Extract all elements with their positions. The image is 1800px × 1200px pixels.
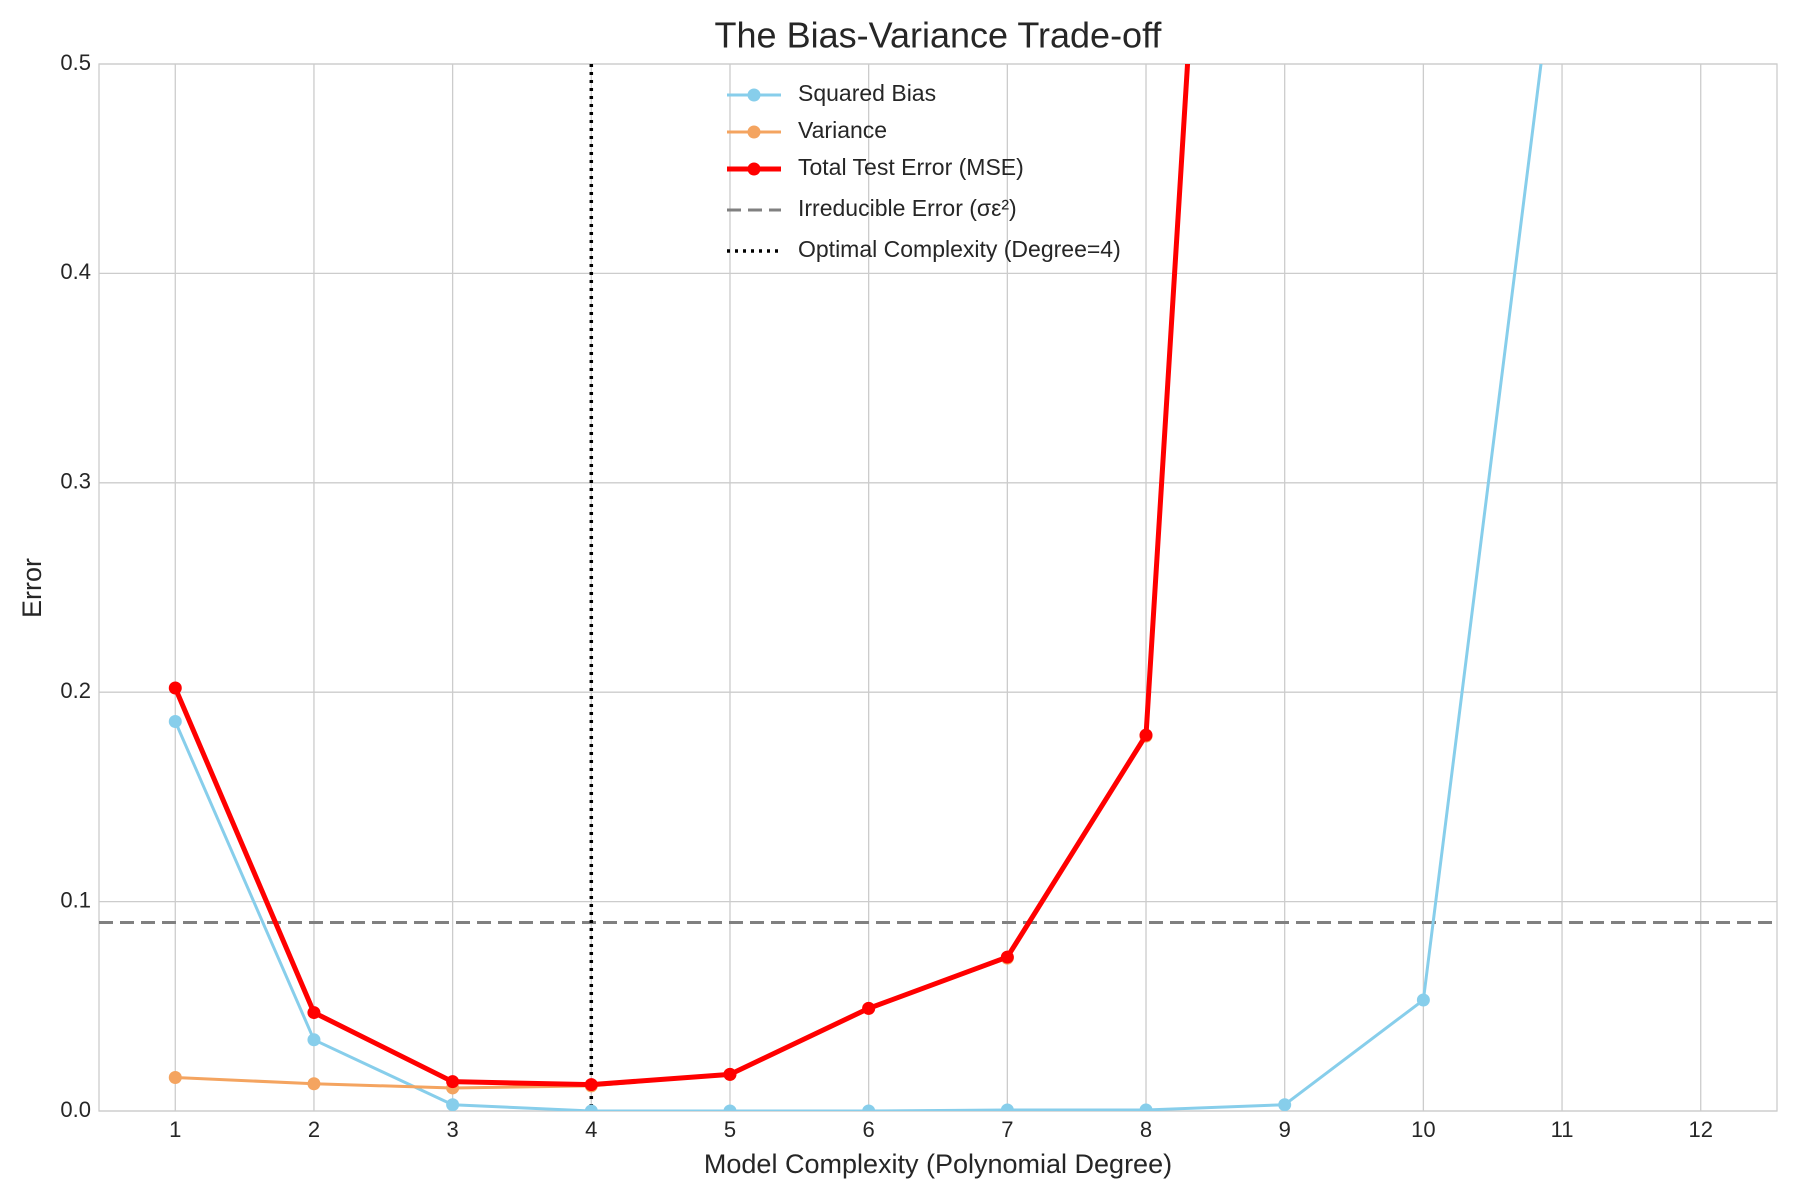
legend-marker: [747, 88, 761, 102]
series-marker: [307, 1006, 321, 1020]
chart-title: The Bias-Variance Trade-off: [715, 15, 1163, 56]
x-tick-label: 5: [724, 1117, 736, 1142]
x-tick-label: 9: [1279, 1117, 1291, 1142]
legend-label: Optimal Complexity (Degree=4): [798, 236, 1121, 262]
series-marker: [1416, 993, 1430, 1007]
series-marker: [584, 1104, 598, 1111]
series-marker: [168, 1070, 182, 1084]
series-marker: [1000, 1103, 1014, 1111]
x-axis-label: Model Complexity (Polynomial Degree): [704, 1149, 1172, 1179]
series-marker: [862, 1104, 876, 1111]
x-tick-label: 11: [1551, 1117, 1574, 1142]
legend-label: Variance: [798, 117, 887, 143]
series-marker: [168, 681, 182, 695]
series-marker: [723, 1067, 737, 1081]
y-tick-label: 0.1: [60, 887, 91, 912]
ticks: 0.00.10.20.30.40.51 2 3 4 5 6 7 8 9 10 11 12: [60, 50, 1713, 1142]
x-tick-label: 2: [308, 1117, 320, 1142]
series-marker: [307, 1077, 321, 1091]
y-axis-label: Error: [17, 558, 47, 618]
series-line: [173, 64, 1543, 1111]
y-tick-label: 0.5: [60, 50, 91, 75]
legend-label: Irreducible Error (σε²): [798, 195, 1017, 221]
y-tick-label: 0.3: [60, 469, 91, 494]
grid: [98, 63, 1778, 1112]
legend-marker: [747, 125, 761, 139]
x-tick-label: 6: [863, 1117, 875, 1142]
series-marker: [307, 1033, 321, 1047]
series-marker: [584, 1078, 598, 1092]
series-marker: [1000, 950, 1014, 964]
x-tick-label: 1: [169, 1117, 181, 1142]
legend-label: Total Test Error (MSE): [798, 154, 1024, 180]
series-marker: [1139, 1103, 1153, 1111]
legend: Squared Bias Variance Total Test Error (MS…: [727, 80, 1121, 262]
x-tick-label: 8: [1140, 1117, 1152, 1142]
legend-marker: [747, 162, 761, 176]
x-tick-label: 4: [585, 1117, 597, 1142]
y-tick-label: 0.0: [60, 1097, 91, 1122]
series-marker: [723, 1104, 737, 1111]
x-tick-label: 7: [1001, 1117, 1013, 1142]
series-marker: [1139, 728, 1153, 742]
y-tick-label: 0.2: [60, 678, 91, 703]
y-tick-label: 0.4: [60, 259, 91, 284]
x-tick-label: 12: [1688, 1117, 1712, 1142]
series-marker: [862, 1001, 876, 1015]
series-marker: [446, 1098, 460, 1111]
x-tick-label: 3: [447, 1117, 459, 1142]
plot-area: [99, 64, 1777, 1111]
series-marker: [1278, 1098, 1292, 1111]
x-tick-label: 10: [1411, 1117, 1435, 1142]
series-marker: [446, 1075, 460, 1089]
series-marker: [168, 715, 182, 729]
legend-label: Squared Bias: [798, 80, 936, 106]
